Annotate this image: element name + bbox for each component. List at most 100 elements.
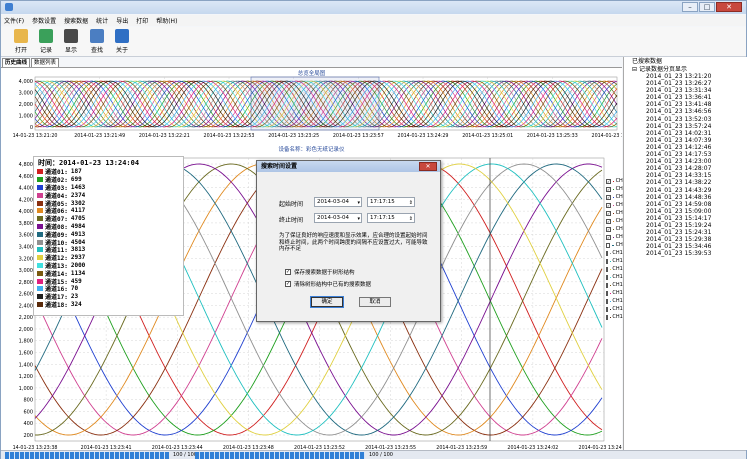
legend-channel-name: 通道09: — [45, 231, 68, 239]
tab-history-curve[interactable]: 历史曲线 — [2, 58, 31, 67]
cancel-button[interactable]: 取消 — [359, 297, 391, 307]
tree-item[interactable]: 2014_01_23 15:39:53 — [646, 250, 712, 258]
channel-toggle-5[interactable]: ✓ CH5 — [606, 209, 626, 217]
menu-bar: 文件(F) 参数设置 搜索数据 统计 导出 打印 帮助(H) — [1, 15, 746, 26]
tree-item[interactable]: 2014_01_23 14:43:29 — [646, 186, 712, 194]
channel-toggle-8[interactable]: ✓ CH8 — [606, 233, 626, 241]
dropdown-arrow-icon: ▾ — [357, 200, 360, 206]
start-time-spinner[interactable]: 17:17:15 ⇕ — [367, 197, 415, 207]
toolbar-label: 记录 — [39, 47, 52, 54]
menu-item-2[interactable]: 搜索数据 — [64, 18, 89, 25]
tree-item[interactable]: 2014_01_23 14:28:07 — [646, 165, 712, 173]
tree-item[interactable]: 2014_01_23 14:07:39 — [646, 136, 712, 144]
start-date-picker[interactable]: 2014-03-04 ▾ — [314, 197, 362, 207]
maximize-icon[interactable]: □ — [699, 2, 715, 12]
tree-item[interactable]: 2014_01_23 13:31:34 — [646, 87, 712, 95]
tree-root-searched[interactable]: 已搜索数据 — [632, 58, 663, 65]
menu-item-5[interactable]: 打印 — [136, 18, 149, 25]
channel-toggle-16[interactable]: CH16 — [606, 297, 626, 305]
toolbar-button-3[interactable]: 查找 — [87, 29, 107, 54]
clear-tree-checkbox[interactable]: ✓ 清除树形结构中已有的搜索数据 — [285, 280, 371, 288]
y-tick-label: 0 — [30, 125, 33, 131]
toolbar-button-1[interactable]: 记录 — [36, 29, 56, 54]
tree-root-records[interactable]: ⊟ 记录数据分页显示 — [632, 66, 687, 73]
tree-item[interactable]: 2014_01_23 15:29:38 — [646, 236, 712, 244]
tree-item[interactable]: 2014_01_23 13:41:48 — [646, 101, 712, 109]
save-to-tree-checkbox[interactable]: ✓ 保存搜索数据于树形结构 — [285, 268, 355, 276]
tree-item[interactable]: 2014_01_23 15:09:00 — [646, 207, 712, 215]
channel-toggle-7[interactable]: ✓ CH7 — [606, 225, 626, 233]
channel-color-swatch — [613, 220, 614, 222]
y-tick-label: 3,000 — [19, 268, 33, 274]
tree-item[interactable]: 2014_01_23 14:17:53 — [646, 151, 712, 159]
tree-item[interactable]: 2014_01_23 14:23:00 — [646, 158, 712, 166]
channel-toggle-18[interactable]: CH18 — [606, 313, 626, 321]
y-tick-label: 1,600 — [19, 351, 33, 357]
tree-item[interactable]: 2014_01_23 14:33:15 — [646, 172, 712, 180]
checkbox-empty-icon — [606, 306, 609, 312]
checkbox-empty-icon — [606, 258, 609, 264]
channel-color-swatch — [613, 180, 614, 182]
channel-toggle-12[interactable]: CH12 — [606, 265, 626, 273]
channel-color-swatch — [613, 228, 614, 230]
tree-item[interactable]: 2014_01_23 13:46:56 — [646, 108, 712, 116]
tree-item[interactable]: 2014_01_23 15:24:31 — [646, 229, 712, 237]
channel-toggle-14[interactable]: CH14 — [606, 281, 626, 289]
end-date-picker[interactable]: 2014-03-04 ▾ — [314, 213, 362, 223]
legend-channel-name: 通道07: — [45, 216, 68, 224]
end-time-spinner[interactable]: 17:17:15 ⇕ — [367, 213, 415, 223]
tree-item[interactable]: 2014_01_23 14:02:31 — [646, 129, 712, 137]
channel-toggle-6[interactable]: ✓ CH6 — [606, 217, 626, 225]
channel-toggle-4[interactable]: ✓ CH4 — [606, 201, 626, 209]
y-tick-label: 600 — [23, 409, 33, 415]
legend-channel-value: 459 — [70, 277, 82, 285]
tree-item[interactable]: 2014_01_23 15:19:24 — [646, 221, 712, 229]
channel-toggle-2[interactable]: ✓ CH2 — [606, 185, 626, 193]
channel-toggle-3[interactable]: ✓ CH3 — [606, 193, 626, 201]
dialog-close-icon[interactable]: ✕ — [419, 162, 437, 171]
legend-channel-value: 4117 — [70, 207, 86, 215]
tree-item[interactable]: 2014_01_23 14:59:08 — [646, 200, 712, 208]
tree-item[interactable]: 2014_01_23 14:48:36 — [646, 193, 712, 201]
menu-item-3[interactable]: 统计 — [96, 18, 109, 25]
channel-toggle-9[interactable]: CH9 — [606, 241, 626, 249]
overview-series-line — [34, 80, 618, 128]
toolbar-button-0[interactable]: 打开 — [11, 29, 31, 54]
menu-item-4[interactable]: 导出 — [116, 18, 129, 25]
tree-item[interactable]: 2014_01_23 13:21:20 — [646, 73, 712, 80]
tree-item[interactable]: 2014_01_23 15:34:46 — [646, 243, 712, 251]
channel-toggle-11[interactable]: CH11 — [606, 257, 626, 265]
menu-item-0[interactable]: 文件(F) — [4, 18, 25, 25]
tree-item[interactable]: 2014_01_23 13:36:41 — [646, 94, 712, 102]
channel-color-swatch — [613, 196, 614, 198]
toolbar-button-2[interactable]: 显示 — [61, 29, 81, 54]
tree-item[interactable]: 2014_01_23 13:57:24 — [646, 122, 712, 130]
minimize-icon[interactable]: – — [682, 2, 698, 12]
legend-channel-name: 通道06: — [45, 208, 68, 216]
y-tick-label: 800 — [23, 398, 33, 404]
channel-toggle-17[interactable]: CH17 — [606, 305, 626, 313]
tab-data-list[interactable]: 数据列表 — [31, 58, 60, 67]
ok-button[interactable]: 确定 — [310, 296, 344, 308]
progress-bar-left — [5, 452, 169, 459]
close-icon[interactable]: ✕ — [716, 2, 742, 12]
tree-item[interactable]: 2014_01_23 13:26:27 — [646, 80, 712, 88]
toolbar-button-4[interactable]: 关于 — [112, 29, 132, 54]
tree-item[interactable]: 2014_01_23 14:12:46 — [646, 143, 712, 151]
tree-item[interactable]: 2014_01_23 13:52:03 — [646, 115, 712, 123]
y-tick-label: 4,000 — [19, 209, 33, 215]
channel-toggle-15[interactable]: CH15 — [606, 289, 626, 297]
channel-toggle-13[interactable]: CH13 — [606, 273, 626, 281]
channel-toggle-10[interactable]: CH10 — [606, 249, 626, 257]
tree-item[interactable]: 2014_01_23 14:38:22 — [646, 179, 712, 187]
overview-series-line — [34, 80, 618, 128]
menu-item-6[interactable]: 帮助(H) — [156, 18, 178, 25]
channel-toggle-1[interactable]: ✓ CH1 — [606, 177, 626, 185]
value-legend: 时间：2014-01-23 13:24:04 通道01: 187 通道02: 699 通… — [33, 156, 184, 316]
legend-swatch — [37, 270, 43, 276]
checkbox-checked-icon: ✓ — [606, 226, 611, 232]
tree-item[interactable]: 2014_01_23 15:14:17 — [646, 214, 712, 222]
overview-chart[interactable]: 4,000 3,000 2,000 1,000 0 14-01-23 13:21:20 20… — [1, 75, 622, 145]
menu-item-1[interactable]: 参数设置 — [32, 18, 57, 25]
overview-selection-window[interactable] — [250, 76, 380, 131]
